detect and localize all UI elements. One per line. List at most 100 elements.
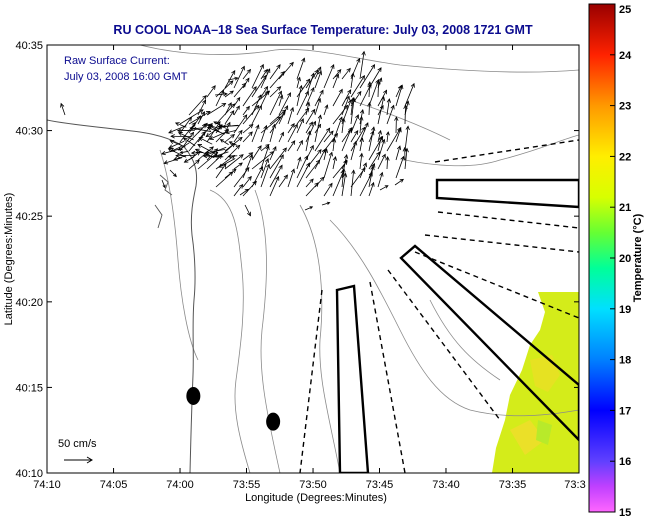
current-vector-head [248,154,254,159]
track-line [414,251,579,319]
current-vector [395,156,405,179]
current-vector-head [276,64,281,69]
current-vector [350,130,359,143]
current-vector [341,128,352,152]
current-vector [305,178,314,188]
current-vector-head [240,65,245,71]
current-vector-head [359,109,365,114]
current-vector [225,129,237,134]
current-vector-head [330,64,335,69]
current-vector-head [297,156,302,162]
current-vector [386,105,395,125]
current-vector [359,51,365,80]
current-vector [350,114,359,134]
current-vector [260,116,281,134]
current-vector-head [177,132,183,137]
scale-label: 50 cm/s [58,438,97,450]
current-vector-head [242,114,248,119]
current-vector-head [359,137,364,143]
contour-line [299,204,341,473]
current-vector-head [290,168,295,174]
current-vector-head [296,76,301,82]
current-vector-head [281,110,286,116]
current-vector-head [342,172,348,178]
current-vector [341,173,347,197]
current-vector-head [252,180,257,186]
current-vector-head [361,167,366,173]
current-vector [305,131,311,152]
current-vector [269,71,285,89]
track-line [434,139,579,163]
current-vector-head [177,146,183,151]
current-vector [227,77,238,81]
current-vector-head [371,162,376,168]
y-tick-label: 40:25 [15,211,43,223]
current-vector [404,83,415,107]
current-vector-head [378,77,383,82]
current-vector-head [190,150,196,156]
current-vector [260,145,270,170]
x-tick-label: 73:3 [564,479,585,491]
y-tick-label: 40:35 [15,40,43,52]
current-vector [341,118,345,134]
current-vector [296,108,310,125]
current-vector-head [221,124,227,129]
current-vector [321,202,330,206]
current-vector [350,73,354,89]
current-vector-head [317,149,322,154]
current-vector [260,125,267,143]
current-vector [206,103,226,116]
annotation-line-1: Raw Surface Current: [64,55,170,67]
current-vector [168,125,187,134]
current-vector [60,103,66,116]
current-vector [209,132,225,140]
contour-line [349,99,451,141]
current-vector-head [213,148,219,153]
current-vector [233,97,241,107]
current-vector [350,127,366,152]
x-tick-label: 73:35 [499,479,527,491]
x-tick-label: 74:10 [33,479,61,491]
current-vector [175,122,187,128]
current-vector [323,183,333,197]
current-vector-head [321,148,326,154]
current-vector-head [263,124,268,130]
current-vector [395,85,403,107]
contour-line [404,134,579,167]
current-vector [233,66,245,89]
current-vector-head [246,211,251,217]
current-vector-head [236,105,240,110]
current-vector [296,162,310,188]
current-vector [368,81,371,98]
current-vector [197,144,216,154]
current-vector-head [248,123,254,129]
current-vector [368,79,379,107]
contour-line [329,219,579,417]
station-markers [186,386,281,431]
current-vector-head [291,140,296,145]
current-vector-head [265,145,270,151]
current-vector [314,149,326,170]
current-vector [269,165,283,188]
current-vector-head [206,123,212,128]
current-vector-head [289,61,294,67]
colorbar-tick-label: 23 [619,101,631,113]
current-vector-head [405,100,410,106]
current-vector [269,124,276,143]
current-vector-head [343,160,348,165]
current-vector-head [317,70,323,76]
current-vector-head [284,105,289,110]
current-vector [359,172,373,197]
current-vector [296,118,304,134]
current-vector [404,126,409,152]
current-vector [278,62,294,80]
current-vector [296,77,301,89]
current-vector [251,64,264,89]
current-vector [233,130,243,143]
current-vector-head [362,162,367,168]
current-vector-head [338,88,343,94]
current-vector-head [254,104,260,110]
current-vector-head [350,72,355,78]
current-vector-head [381,153,386,159]
current-vector [213,151,229,158]
